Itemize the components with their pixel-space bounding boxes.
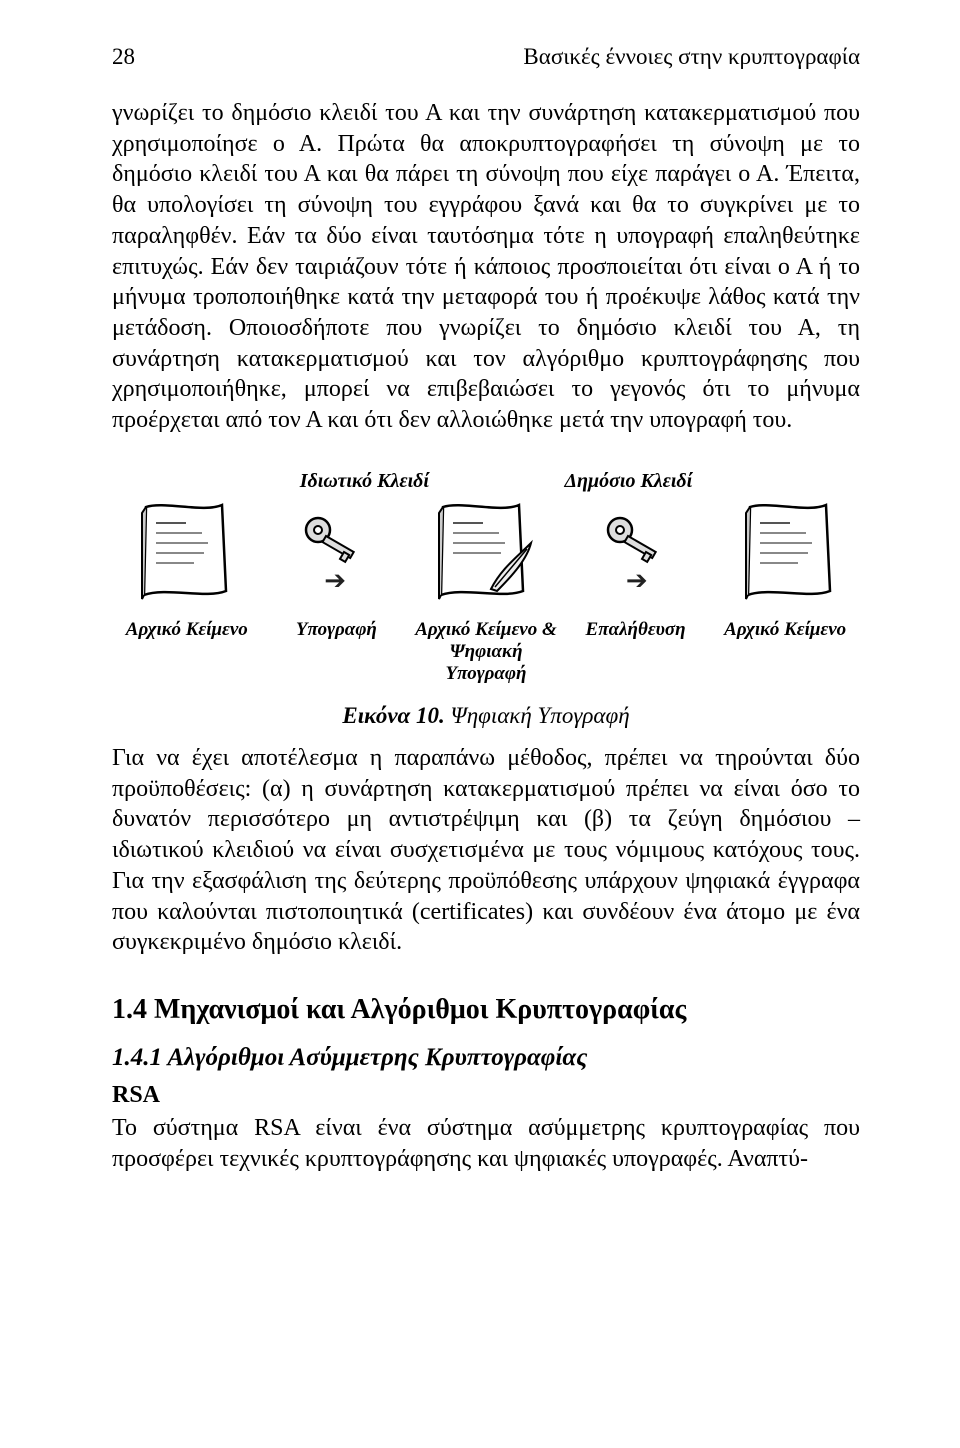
label-signature: Υπογραφή xyxy=(262,619,412,685)
document-icon xyxy=(134,499,234,609)
figure-doc-verified xyxy=(715,499,860,609)
figure-bottom-labels: Αρχικό Κείμενο Υπογραφή Αρχικό Κείμενο &… xyxy=(112,619,860,685)
figure-top-labels: Ιδιωτικό Κλειδί Δημόσιο Κλειδί xyxy=(152,470,820,493)
paragraph-1: γνωρίζει το δημόσιο κλειδί του Α και την… xyxy=(112,98,860,436)
label-original-text: Αρχικό Κείμενο xyxy=(112,619,262,685)
document-icon xyxy=(738,499,838,609)
label-verification: Επαλήθευση xyxy=(561,619,711,685)
heading-rsa: RSA xyxy=(112,1082,860,1109)
label-text-and-sig: Αρχικό Κείμενο & Ψηφιακή Υπογραφή xyxy=(411,619,561,685)
key-icon xyxy=(602,512,672,566)
figure-sign-step: ➔ xyxy=(263,512,408,596)
paragraph-2: Για να έχει αποτέλεσμα η παραπάνω μέθοδο… xyxy=(112,743,860,958)
label-private-key: Ιδιωτικό Κλειδί xyxy=(300,470,429,493)
heading-1-4-1: 1.4.1 Αλγόριθμοι Ασύμμετρης Κρυπτογραφία… xyxy=(112,1044,860,1072)
page-number: 28 xyxy=(112,44,135,70)
page: 28 Βασικές έννοιες στην κρυπτογραφία γνω… xyxy=(0,0,960,1448)
arrow-icon: ➔ xyxy=(624,566,650,596)
caption-text: Ψηφιακή Υπογραφή xyxy=(445,703,630,728)
figure-verify-step: ➔ xyxy=(564,512,709,596)
figure-doc-signed xyxy=(414,499,559,609)
arrow-icon: ➔ xyxy=(322,566,348,596)
paragraph-3: Το σύστημα RSA είναι ένα σύστημα ασύμμετ… xyxy=(112,1113,860,1174)
key-icon xyxy=(300,512,370,566)
label-original-text-2: Αρχικό Κείμενο xyxy=(710,619,860,685)
chapter-title: Βασικές έννοιες στην κρυπτογραφία xyxy=(523,44,860,70)
document-signed-icon xyxy=(431,499,541,609)
heading-1-4: 1.4 Μηχανισμοί και Αλγόριθμοι Κρυπτογραφ… xyxy=(112,994,860,1026)
figure-10: Ιδιωτικό Κλειδί Δημόσιο Κλειδί xyxy=(112,470,860,729)
figure-row: ➔ xyxy=(112,499,860,609)
figure-doc-original xyxy=(112,499,257,609)
label-public-key: Δημόσιο Κλειδί xyxy=(564,470,692,493)
caption-label: Εικόνα 10. xyxy=(342,703,444,728)
page-header: 28 Βασικές έννοιες στην κρυπτογραφία xyxy=(112,44,860,70)
figure-caption: Εικόνα 10. Ψηφιακή Υπογραφή xyxy=(112,703,860,729)
